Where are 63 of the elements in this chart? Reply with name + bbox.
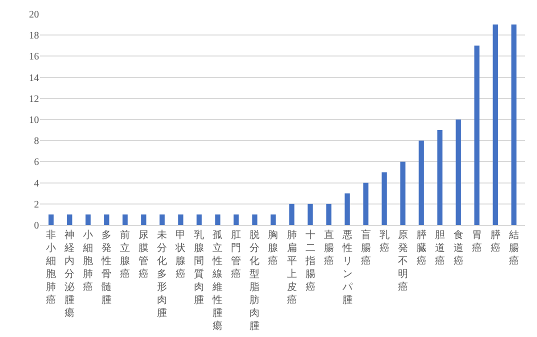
x-tick-label: 未分化多形肉腫 [157,229,168,319]
bar [86,214,91,225]
bar [456,120,461,225]
y-tick-label: 12 [29,94,39,105]
bar [400,162,406,225]
x-tick-label: 胃癌 [472,230,482,254]
bar [141,214,146,225]
x-tick-label: 原発不明癌 [398,230,408,293]
x-tick-label: 肺扁平上皮癌 [286,229,297,306]
x-tick-label: 盲腸癌 [360,229,371,267]
bar [344,193,350,225]
x-tick-label: 神経内分泌腫瘍 [64,229,75,319]
bar [67,214,72,225]
x-tick-label: 胆道癌 [434,230,445,267]
x-tick-label: 膵癌 [490,229,500,254]
y-tick-label: 6 [34,157,39,168]
x-tick-label: 胸腺癌 [268,229,278,267]
bar [511,24,516,225]
bar [382,172,387,225]
x-tick-label: 乳癌 [379,229,390,254]
bar [418,140,424,225]
x-tick-label: 食道癌 [453,229,464,267]
bar [474,46,480,225]
x-tick-label: 前立腺癌 [120,229,130,280]
x-tick-label: 乳腺間質肉腫 [194,229,204,306]
bar [122,214,128,225]
x-tick-label: 非小細胞肺癌 [45,229,56,306]
y-tick-label: 2 [34,199,39,210]
x-tick-label: 悪性リンパ腫 [341,230,354,306]
bar [363,182,368,225]
y-tick-label: 16 [29,52,39,63]
x-tick-label: 小細胞肺癌 [82,229,94,293]
bar [437,130,442,225]
y-tick-label: 18 [29,30,39,42]
y-tick-label: 10 [29,115,39,126]
y-tick-label: 14 [29,72,39,84]
bar [492,24,498,225]
y-tick-label: 20 [29,10,39,20]
x-tick-label: 結腸癌 [508,230,519,267]
bar [104,214,110,225]
bar [160,214,165,225]
y-tick-label: 8 [34,136,39,148]
x-tick-label: 孤立性線維性腫瘍 [212,229,223,332]
bar [196,214,202,225]
bar [326,204,332,225]
x-tick-label: 膵臓癌 [416,229,426,267]
bar [289,204,294,225]
bar [48,214,54,225]
x-tick-label: 甲状腺癌 [174,230,186,280]
bar [178,214,184,225]
x-tick-label: 直腸癌 [324,229,334,267]
bar [252,214,258,225]
y-tick-label: 0 [34,220,39,232]
x-tick-label: 肛門管癌 [231,230,242,280]
x-tick-label: 多発性骨髄腫 [100,229,112,306]
bar [308,204,313,225]
x-tick-label: 十二指腸癌 [304,229,316,293]
bar [215,214,220,225]
y-tick-label: 4 [34,178,39,190]
bar [270,214,276,225]
x-tick-label: 尿膜管癌 [138,230,149,280]
bar [234,214,239,225]
x-tick-label: 脱分化型脂肪肉腫 [250,229,260,332]
